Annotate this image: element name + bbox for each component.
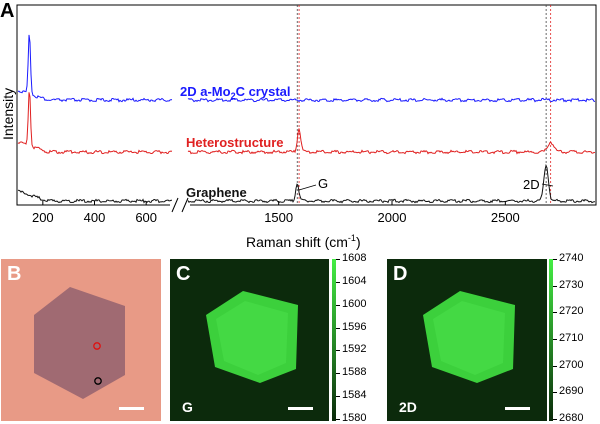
spectrum-line-0 <box>17 34 596 103</box>
g-map-flake-bright-core <box>216 301 288 375</box>
colorbar-tick-mark <box>553 259 557 260</box>
colorbar-tick-label: 2690 <box>559 385 584 398</box>
colorbar-tick-mark <box>553 285 557 287</box>
colorbar-tick-mark <box>553 365 557 367</box>
axis-break-mark-1 <box>171 197 179 213</box>
colorbar-tick-mark <box>336 327 340 329</box>
colorbar-tick-label: 1608 <box>342 252 367 264</box>
x-tick-label: 400 <box>84 210 106 225</box>
series-label-mo2c: 2D a-Mo2C crystal <box>180 84 291 101</box>
colorbar-tick-mark <box>553 312 557 314</box>
scale-bar <box>119 407 144 410</box>
g-band-map-drawing <box>206 291 313 410</box>
axis-break-gap <box>170 196 190 210</box>
x-tick-label: 600 <box>135 210 157 225</box>
colorbar-tick-mark <box>553 419 557 420</box>
twod-peak-arrow <box>541 183 554 187</box>
g-peak-arrow <box>298 184 317 191</box>
series-label-graphene: Graphene <box>186 185 247 200</box>
map-label-2d: 2D <box>399 399 417 415</box>
colorbar-tick-mark <box>336 350 340 352</box>
colorbar-d <box>549 259 553 421</box>
g-peak-annotation: G <box>318 176 328 191</box>
twod-band-map-drawing <box>423 291 530 410</box>
colorbar-tick-mark <box>336 259 340 260</box>
colorbar-tick-label: 2680 <box>559 412 584 424</box>
chart-frame <box>16 4 597 206</box>
colorbar-tick-mark <box>336 396 340 398</box>
colorbar-tick-label: 2730 <box>559 278 584 291</box>
axis-break-mark-2 <box>181 197 189 213</box>
spectrum-line-1 <box>17 92 596 155</box>
colorbar-tick-label: 2740 <box>559 252 584 264</box>
colorbar-tick-label: 1604 <box>342 274 367 287</box>
colorbar-tick-label: 2720 <box>559 305 584 318</box>
optical-image-drawing <box>34 287 144 410</box>
x-tick-label: 2500 <box>491 210 520 225</box>
twod-peak-annotation: 2D <box>523 177 540 192</box>
heterostructure-measurement-spot <box>93 342 101 350</box>
x-axis-label: Raman shift (cm-1) <box>246 233 361 250</box>
panel-label-a: A <box>0 0 14 22</box>
panel-label-c: C <box>176 263 191 285</box>
colorbar-tick-label: 1584 <box>342 389 367 402</box>
colorbar-tick-label: 2710 <box>559 332 584 344</box>
colorbar-tick-label: 1592 <box>342 343 367 356</box>
scale-bar <box>505 407 530 410</box>
panel-d-2d-band-map: D 2D <box>387 259 547 421</box>
spectrum-line-2 <box>17 163 596 204</box>
panel-b-optical-image: B <box>1 259 161 421</box>
x-tick-label: 1500 <box>264 210 293 225</box>
colorbar-tick-label: 1600 <box>342 297 367 310</box>
colorbar-tick-label: 2700 <box>559 358 584 371</box>
colorbar-c <box>332 259 336 421</box>
hexagonal-flake <box>34 287 125 399</box>
scale-bar <box>288 407 313 410</box>
x-tick-label: 200 <box>32 210 54 225</box>
panel-label-b: B <box>7 263 22 285</box>
colorbar-tick-mark <box>336 304 340 306</box>
colorbar-tick-mark <box>553 339 557 340</box>
colorbar-tick-mark <box>336 419 340 420</box>
colorbar-tick-mark <box>553 392 557 394</box>
colorbar-tick-mark <box>336 281 340 283</box>
x-tick-label: 2000 <box>378 210 407 225</box>
graphene-measurement-spot <box>94 377 102 385</box>
panel-label-d: D <box>393 263 408 285</box>
map-label-g: G <box>182 399 193 415</box>
colorbar-tick-label: 1596 <box>342 320 367 333</box>
raman-spectra-chart: 200 400 600 1500 2000 2500 2D a-Mo2C crystal … <box>0 0 597 250</box>
panel-a: 200 400 600 1500 2000 2500 2D a-Mo2C crystal … <box>0 0 597 250</box>
colorbar-tick-label: 1580 <box>342 412 367 424</box>
twod-map-flake-bright-core <box>433 301 505 375</box>
series-label-heterostructure: Heterostructure <box>186 135 284 150</box>
colorbar-tick-label: 1588 <box>342 366 367 379</box>
colorbar-tick-mark <box>336 373 340 375</box>
y-axis-label: Intensity <box>0 88 16 140</box>
panel-c-g-band-map: C G <box>170 259 329 421</box>
